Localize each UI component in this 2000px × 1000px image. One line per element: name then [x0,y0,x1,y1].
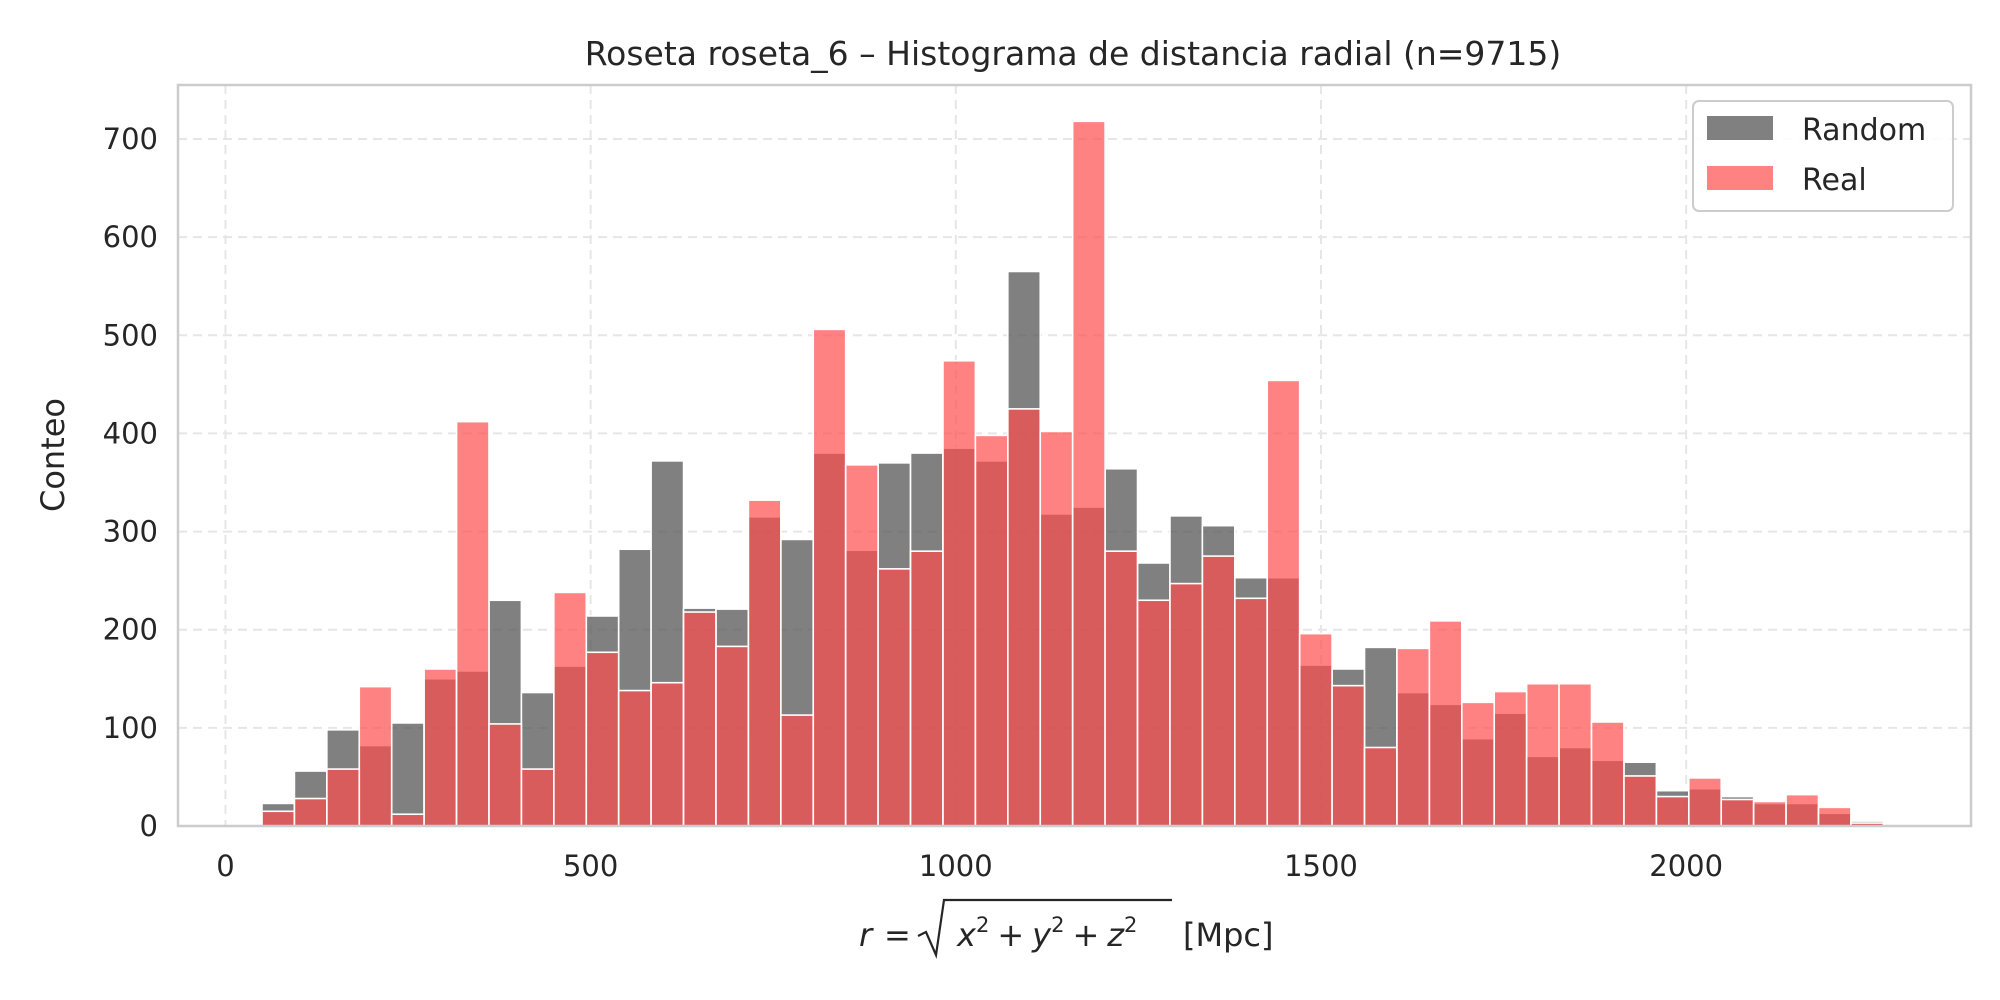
bar-real [1817,806,1852,827]
bar-real [1071,120,1106,827]
bar-real [1396,647,1431,827]
bar-real [780,714,815,827]
bar-real [1785,793,1820,827]
bar-real [423,668,458,827]
bar-real [1039,430,1074,827]
bar-real [942,359,977,827]
x-axis-title: r = x2 + y2 + z2 [Mpc] [859,898,1273,959]
x-axis-formula: x2 + y2 + z2 [956,913,1137,954]
bar-real [1007,408,1042,827]
bar-real [1201,555,1236,827]
bar-real [1655,795,1690,827]
y-axis-title: Conteo [34,398,72,512]
bar-real [1169,582,1204,827]
bar-real [650,681,685,827]
bar-real [1558,682,1593,827]
bar-real [682,611,717,827]
bar-real [1298,632,1333,827]
bar-real [617,689,652,827]
y-tick-label: 200 [103,613,158,647]
legend-label-real: Real [1802,163,1867,198]
bar-real [455,420,490,827]
legend: Random Real [1692,100,1954,212]
x-tick-label: 1000 [919,849,993,883]
bar-real [1363,746,1398,827]
series-real [261,120,1885,827]
x-tick-label: 0 [216,849,234,883]
tick-labels: 0 500 1000 1500 2000 0 100 200 300 400 500 600 700 [103,122,1723,883]
x-axis-equals: = [884,916,911,954]
bar-real [877,568,912,827]
bar-real [358,685,393,827]
bar-real [390,813,425,827]
bars [261,120,1885,827]
bar-real [1525,682,1560,827]
bar-real [520,768,555,827]
bar-real [585,651,620,827]
bar-real [1266,379,1301,827]
bar-real [812,328,847,827]
bar-real [715,645,750,827]
bar-real [1493,690,1528,827]
y-tick-label: 600 [103,220,158,254]
y-tick-label: 100 [103,711,158,745]
x-axis-var: r [859,916,874,954]
plot-frame [176,83,1973,828]
legend-label-random: Random [1802,113,1926,148]
bar-real [1136,599,1171,827]
bar-real [1590,721,1625,827]
bar-real [974,434,1009,827]
bar-real [1331,684,1366,827]
legend-swatch-real [1707,166,1773,190]
chart-title: Roseta roseta_6 – Histograma de distanci… [585,34,1562,73]
bar-real [326,768,361,827]
bar-real [488,723,523,827]
bar-real [1623,775,1658,827]
y-tick-label: 0 [140,809,158,843]
bar-real [909,550,944,827]
sqrt-sign [917,898,1172,959]
legend-swatch-random [1707,116,1773,140]
bar-real [1720,798,1755,827]
bar-real [1687,777,1723,827]
bar-real [1234,597,1269,827]
bar-real [261,810,296,827]
bar-real [844,464,879,827]
y-tick-label: 300 [103,515,158,549]
x-tick-label: 1500 [1284,849,1358,883]
bar-real [553,591,588,827]
y-tick-label: 500 [103,318,158,352]
y-tick-label: 400 [103,416,158,450]
y-tick-label: 700 [103,122,158,156]
bar-real [1752,800,1787,827]
x-axis-unit: [Mpc] [1183,916,1273,954]
bar-real [747,499,782,827]
bar-real [1104,550,1139,827]
bar-random [390,722,425,827]
x-tick-label: 500 [563,849,618,883]
x-tick-label: 2000 [1649,849,1723,883]
bar-real [293,797,328,827]
bar-real [1428,620,1463,827]
bar-real [1461,701,1496,827]
